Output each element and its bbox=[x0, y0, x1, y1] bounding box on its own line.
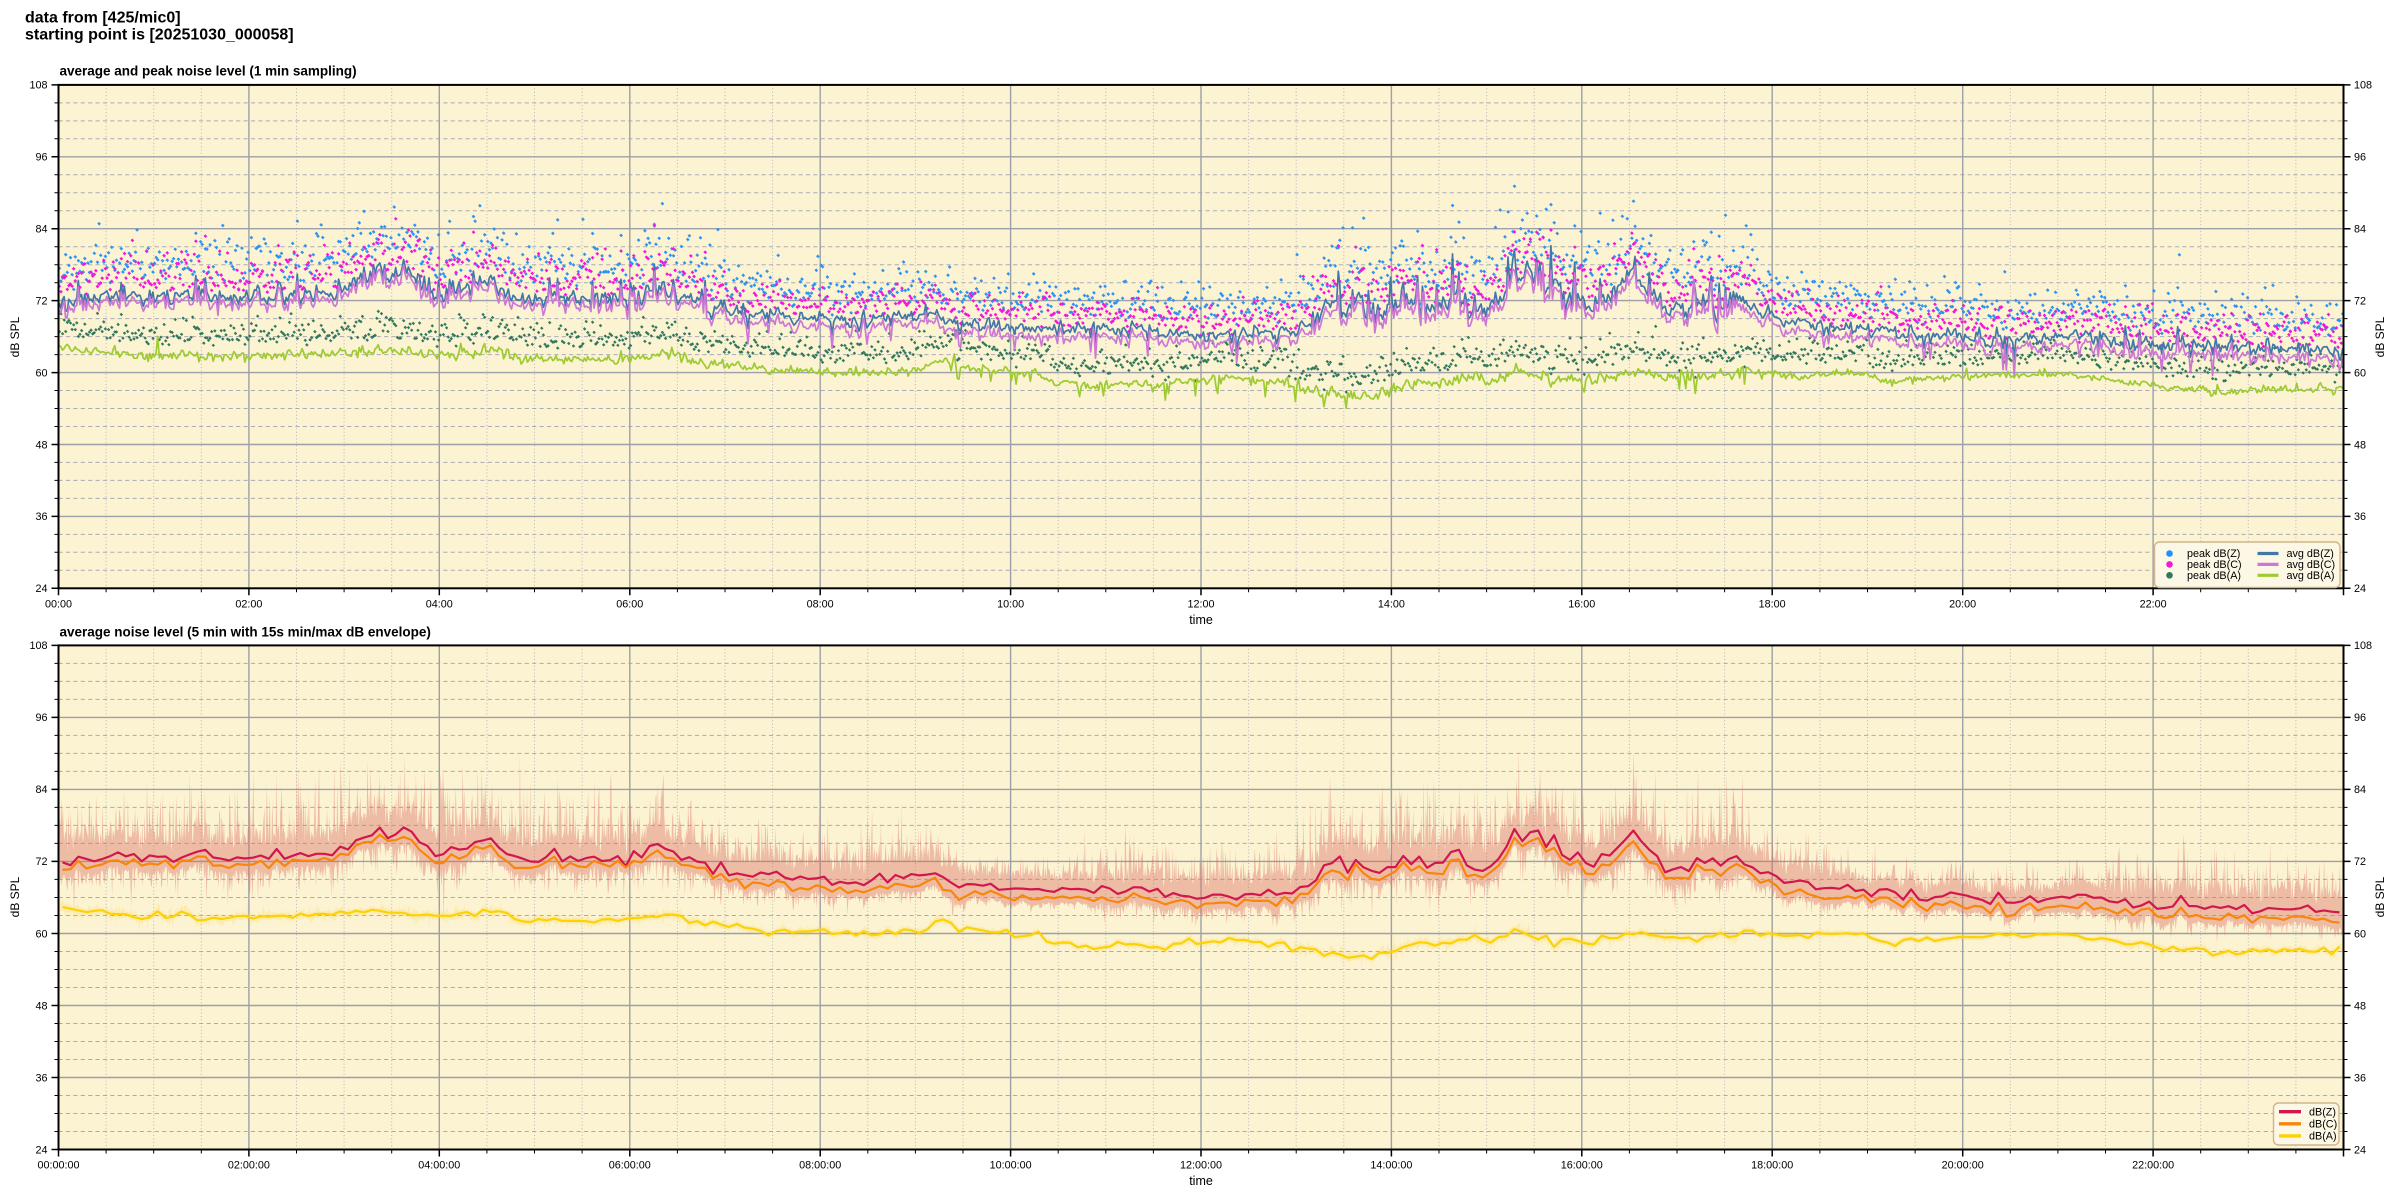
svg-text:48: 48 bbox=[35, 439, 47, 451]
svg-text:96: 96 bbox=[35, 152, 47, 164]
svg-text:36: 36 bbox=[35, 1072, 47, 1084]
svg-text:dB SPL: dB SPL bbox=[2373, 876, 2387, 917]
svg-text:14:00: 14:00 bbox=[1378, 598, 1405, 610]
svg-text:data from [425/mic0]: data from [425/mic0] bbox=[25, 10, 181, 27]
svg-text:06:00:00: 06:00:00 bbox=[609, 1160, 651, 1172]
svg-text:00:00:00: 00:00:00 bbox=[37, 1160, 79, 1172]
svg-text:24: 24 bbox=[2354, 1144, 2366, 1156]
svg-text:12:00: 12:00 bbox=[1187, 598, 1214, 610]
svg-text:24: 24 bbox=[35, 583, 47, 595]
svg-text:16:00:00: 16:00:00 bbox=[1561, 1160, 1603, 1172]
svg-text:04:00:00: 04:00:00 bbox=[418, 1160, 460, 1172]
svg-text:96: 96 bbox=[2354, 712, 2366, 724]
svg-text:108: 108 bbox=[2354, 640, 2372, 652]
svg-text:dB(A): dB(A) bbox=[2309, 1131, 2337, 1143]
svg-text:08:00:00: 08:00:00 bbox=[799, 1160, 841, 1172]
svg-text:00:00: 00:00 bbox=[45, 598, 72, 610]
svg-text:22:00: 22:00 bbox=[2140, 598, 2167, 610]
svg-text:22:00:00: 22:00:00 bbox=[2132, 1160, 2174, 1172]
svg-text:avg dB(C): avg dB(C) bbox=[2287, 559, 2336, 571]
svg-text:average and peak noise level (: average and peak noise level (1 min samp… bbox=[60, 64, 357, 79]
svg-text:04:00: 04:00 bbox=[426, 598, 453, 610]
svg-text:84: 84 bbox=[2354, 784, 2366, 796]
svg-text:84: 84 bbox=[2354, 224, 2366, 236]
svg-text:108: 108 bbox=[2354, 80, 2372, 92]
svg-text:108: 108 bbox=[29, 640, 47, 652]
svg-text:dB(C): dB(C) bbox=[2309, 1119, 2337, 1131]
svg-text:average noise level (5 min wit: average noise level (5 min with 15s min/… bbox=[60, 625, 431, 640]
svg-text:10:00:00: 10:00:00 bbox=[990, 1160, 1032, 1172]
svg-text:peak dB(A): peak dB(A) bbox=[2187, 570, 2241, 582]
svg-text:60: 60 bbox=[2354, 367, 2366, 379]
svg-text:48: 48 bbox=[2354, 439, 2366, 451]
svg-text:96: 96 bbox=[35, 712, 47, 724]
svg-text:60: 60 bbox=[2354, 928, 2366, 940]
svg-text:36: 36 bbox=[35, 511, 47, 523]
svg-text:avg dB(Z): avg dB(Z) bbox=[2287, 548, 2334, 560]
svg-text:72: 72 bbox=[35, 856, 47, 868]
svg-text:60: 60 bbox=[35, 928, 47, 940]
svg-text:08:00: 08:00 bbox=[807, 598, 834, 610]
svg-text:starting point is [20251030_00: starting point is [20251030_000058] bbox=[25, 27, 294, 44]
svg-text:peak dB(Z): peak dB(Z) bbox=[2187, 548, 2240, 560]
svg-text:48: 48 bbox=[2354, 1000, 2366, 1012]
svg-text:36: 36 bbox=[2354, 511, 2366, 523]
svg-text:02:00:00: 02:00:00 bbox=[228, 1160, 270, 1172]
svg-text:84: 84 bbox=[35, 784, 47, 796]
svg-text:peak dB(C): peak dB(C) bbox=[2187, 559, 2242, 571]
svg-text:10:00: 10:00 bbox=[997, 598, 1024, 610]
svg-text:24: 24 bbox=[35, 1144, 47, 1156]
svg-text:18:00: 18:00 bbox=[1759, 598, 1786, 610]
svg-text:14:00:00: 14:00:00 bbox=[1370, 1160, 1412, 1172]
svg-text:dB SPL: dB SPL bbox=[2373, 316, 2387, 357]
svg-text:12:00:00: 12:00:00 bbox=[1180, 1160, 1222, 1172]
svg-text:time: time bbox=[1189, 1174, 1213, 1188]
svg-text:20:00: 20:00 bbox=[1949, 598, 1976, 610]
svg-text:84: 84 bbox=[35, 224, 47, 236]
svg-text:02:00: 02:00 bbox=[235, 598, 262, 610]
svg-text:dB SPL: dB SPL bbox=[8, 876, 22, 917]
svg-text:36: 36 bbox=[2354, 1072, 2366, 1084]
svg-text:dB(Z): dB(Z) bbox=[2309, 1106, 2336, 1118]
svg-text:72: 72 bbox=[2354, 856, 2366, 868]
svg-text:20:00:00: 20:00:00 bbox=[1942, 1160, 1984, 1172]
svg-text:108: 108 bbox=[29, 80, 47, 92]
svg-text:72: 72 bbox=[2354, 295, 2366, 307]
svg-text:avg dB(A): avg dB(A) bbox=[2287, 570, 2335, 582]
svg-text:24: 24 bbox=[2354, 583, 2366, 595]
svg-text:96: 96 bbox=[2354, 152, 2366, 164]
svg-text:06:00: 06:00 bbox=[616, 598, 643, 610]
svg-text:48: 48 bbox=[35, 1000, 47, 1012]
svg-text:16:00: 16:00 bbox=[1568, 598, 1595, 610]
svg-text:18:00:00: 18:00:00 bbox=[1751, 1160, 1793, 1172]
svg-text:dB SPL: dB SPL bbox=[8, 316, 22, 357]
svg-text:72: 72 bbox=[35, 295, 47, 307]
svg-text:60: 60 bbox=[35, 367, 47, 379]
svg-text:time: time bbox=[1189, 613, 1213, 627]
